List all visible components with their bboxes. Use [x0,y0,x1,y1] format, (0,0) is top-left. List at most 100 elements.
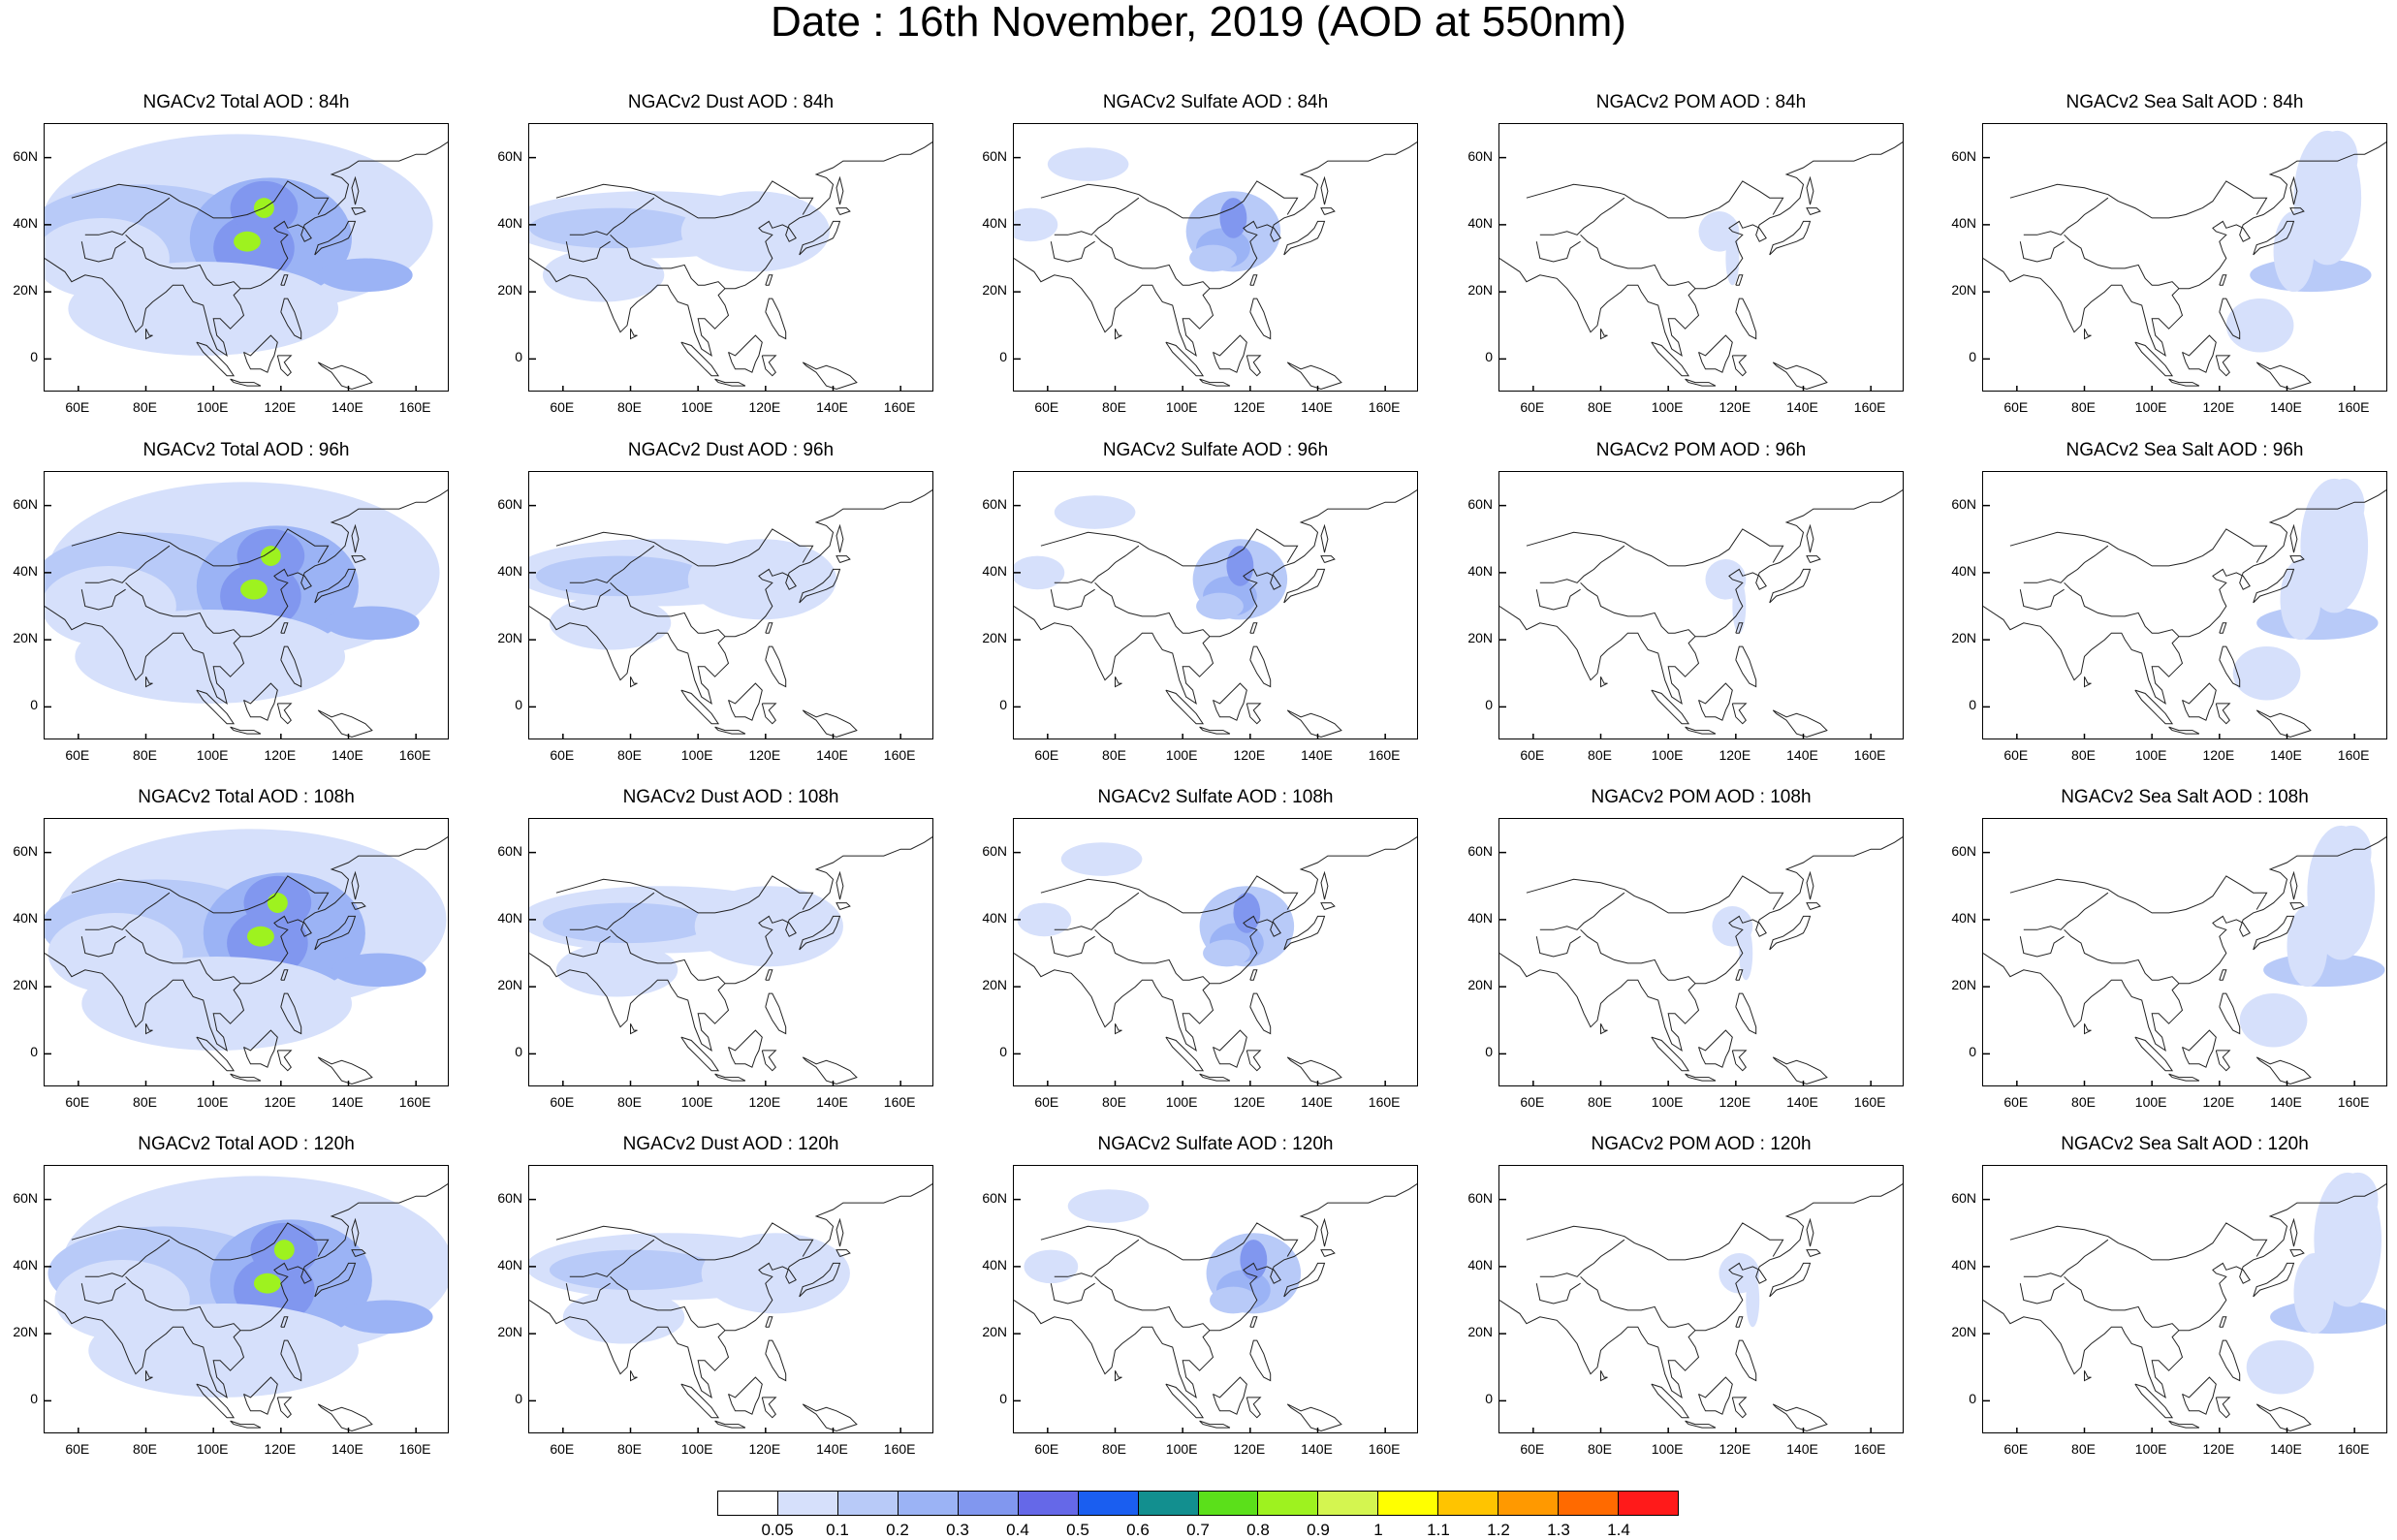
lat-label: 0 [999,697,1007,713]
colorbar-label: 0.6 [1126,1521,1150,1539]
coastline [351,902,366,910]
coastline [1213,1376,1247,1415]
lat-label: 0 [1485,1044,1493,1060]
lat-label: 40N [1467,562,1493,579]
lat-label: 40N [497,214,522,231]
coastline [71,180,330,219]
colorbar-label: 0.7 [1186,1521,1210,1539]
coastline [1246,703,1262,725]
coastline [276,703,293,725]
lon-label: 140E [816,1441,848,1457]
lon-label: 100E [1165,747,1198,763]
lat-label: 60N [982,147,1007,164]
coastline [1806,1217,1814,1247]
coastline [1651,1036,1690,1072]
coastline [1050,588,1095,611]
coastline [1983,836,2386,1053]
coastline [1685,1420,1717,1429]
coastline [728,1029,763,1068]
lon-label: 120E [264,399,297,415]
coastline [2134,1383,2174,1419]
aod-shading [2232,646,2301,701]
coastline [280,969,289,981]
coastline [529,1183,932,1399]
coastline [1249,992,1272,1035]
aod-shading [47,912,183,994]
coastline [2019,240,2065,263]
lat-label: 0 [30,349,38,365]
colorbar-labels: 0.05 0.1 0.2 0.3 0.4 0.5 0.6 0.7 0.8 0.9 1 1.1 1.2 1.… [717,1521,1679,1540]
lon-label: 60E [65,399,90,415]
coastline [145,328,153,340]
lat-label: 40N [1951,909,1976,926]
coastline [569,545,655,583]
aod-shading [1725,231,1740,286]
coastline [799,915,841,951]
aod-map-panel [1498,471,1904,739]
lon-label: 100E [680,399,713,415]
coastline [1600,676,1608,688]
lon-label: 100E [680,747,713,763]
lon-label: 140E [331,399,363,415]
lat-label: 20N [1951,630,1976,646]
aod-map-panel [1013,471,1418,739]
panel-title: NGACv2 Sea Salt AOD : 120h [2061,1134,2309,1154]
coastline [2009,180,2268,219]
coastline [1246,355,1262,377]
aod-shading [1739,926,1753,981]
lon-label: 160E [883,1094,916,1110]
colorbar-segment [1198,1492,1259,1515]
coastline [836,207,851,215]
panel-title: NGACv2 Sulfate AOD : 108h [1097,787,1334,807]
lat-label: 20N [497,1324,522,1340]
coastline [1983,1183,2386,1399]
aod-map-svg [529,836,932,1085]
aod-shading [273,1240,295,1260]
lat-label: 20N [982,1324,1007,1340]
colorbar-label: 0.05 [761,1521,794,1539]
coastline [2255,709,2312,739]
lon-label: 80E [133,399,157,415]
coastline [1040,180,1299,219]
lon-label: 160E [1368,1094,1401,1110]
lon-label: 120E [264,1441,297,1457]
coastline [280,298,302,340]
coastline [1246,1397,1262,1419]
lon-label: 60E [1034,747,1059,763]
coastline [1094,234,1211,290]
colorbar-label: 1.1 [1427,1521,1450,1539]
lat-label: 20N [982,282,1007,299]
coastline [765,969,773,981]
coastline [1320,870,1329,900]
lat-label: 60N [497,842,522,859]
coastline [565,240,611,263]
aod-map-panel [528,1165,933,1433]
coastline [836,1249,851,1257]
coastline [765,298,787,340]
coastline [2168,378,2200,387]
coastline [1769,568,1812,604]
lat-label: 40N [982,214,1007,231]
lon-label: 160E [398,399,431,415]
aod-map-panel [528,471,933,739]
coastline [1806,523,1814,553]
lat-label: 20N [1951,977,1976,993]
panel-title: NGACv2 POM AOD : 96h [1595,440,1807,460]
lat-label: 60N [497,1189,522,1206]
coastline [230,378,262,387]
coastline [1535,1282,1581,1304]
aod-shading [253,1273,281,1294]
panel-title: NGACv2 POM AOD : 120h [1591,1134,1812,1154]
coastline [45,836,448,1053]
panel-title: NGACv2 Sea Salt AOD : 84h [2066,92,2304,112]
lon-label: 100E [1651,399,1684,415]
coastline [2219,992,2241,1035]
lon-label: 80E [2071,1441,2096,1457]
lat-label: 0 [999,349,1007,365]
aod-shading [247,926,274,947]
coastline [799,220,841,256]
coastline [2182,334,2217,373]
coastline [1731,1397,1748,1419]
lon-label: 140E [1786,1094,1818,1110]
coastline [1698,682,1733,721]
